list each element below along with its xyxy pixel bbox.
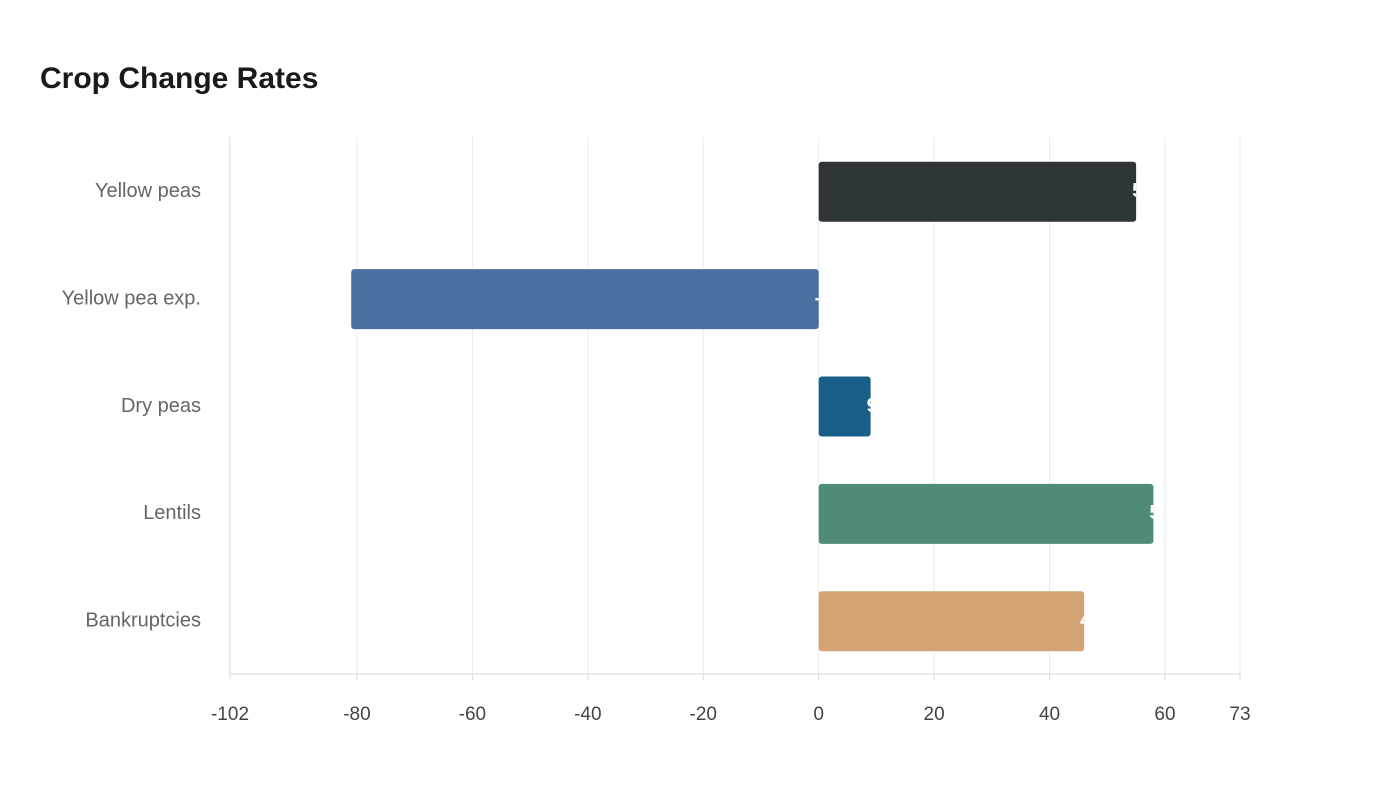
x-tick-label: 20 <box>924 704 945 725</box>
x-tick-label: 40 <box>1039 704 1060 725</box>
x-tick-label: 0 <box>813 704 824 725</box>
y-tick-label: Yellow pea exp. <box>62 287 201 309</box>
bar <box>818 591 1085 652</box>
chart-title: Crop Change Rates <box>40 62 318 95</box>
value-label: 58 <box>1149 502 1171 524</box>
x-tick-label: -102 <box>211 704 249 725</box>
x-tick-label: -80 <box>343 704 370 725</box>
y-tick-label: Dry peas <box>121 395 201 417</box>
value-label: 55 <box>1132 180 1154 202</box>
bar <box>351 269 819 330</box>
x-tick-label: -40 <box>574 704 601 725</box>
value-label: 46 <box>1080 610 1102 632</box>
value-label: 9 <box>867 395 878 417</box>
bar <box>818 376 871 437</box>
x-tick-label: -20 <box>690 704 717 725</box>
x-tick-label: -60 <box>459 704 486 725</box>
x-tick-label: 60 <box>1154 704 1175 725</box>
value-label: -81 <box>815 287 844 309</box>
y-tick-label: Yellow peas <box>95 180 201 202</box>
bar <box>818 161 1137 222</box>
y-tick-label: Bankruptcies <box>85 610 201 632</box>
bar <box>818 483 1154 544</box>
x-tick-label: 73 <box>1229 704 1250 725</box>
y-tick-label: Lentils <box>143 502 201 524</box>
